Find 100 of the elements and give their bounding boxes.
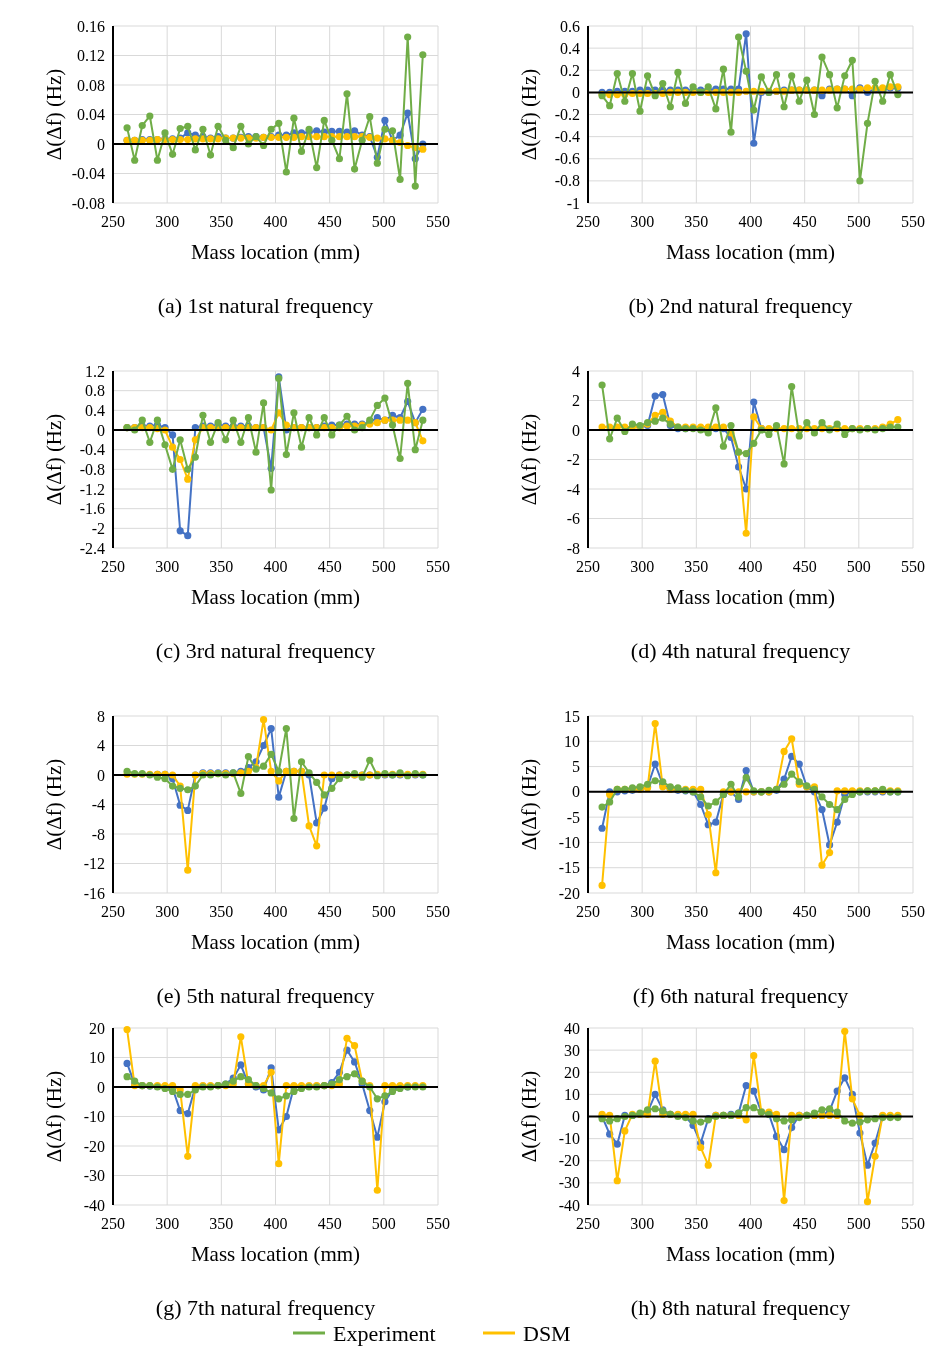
y-tick-label: -10 <box>558 1130 580 1148</box>
y-tick-label: 0.16 <box>77 17 105 35</box>
y-tick-label: -2.4 <box>79 539 105 557</box>
text: (h) 8th natural frequency <box>630 1295 851 1320</box>
x-tick-label: 500 <box>371 903 396 920</box>
y-tick-label: -1 <box>566 194 580 212</box>
legend-label: DSM <box>523 1320 571 1346</box>
x-axis-title: Mass location (mm) <box>190 1242 361 1266</box>
x-tick-label: 300 <box>630 558 655 575</box>
y-tick-label: 20 <box>89 1019 105 1037</box>
x-tick-label: 250 <box>101 558 125 575</box>
y-tick-label: -0.6 <box>554 150 580 168</box>
y-tick-label: 0.4 <box>85 401 105 419</box>
x-tick-label: 400 <box>738 558 763 575</box>
y-tick-label: -10 <box>83 1108 105 1126</box>
y-tick-label: 0.4 <box>560 39 580 57</box>
y-tick-label: -15 <box>558 859 580 877</box>
x-tick-label: 550 <box>426 903 450 920</box>
x-tick-label: 350 <box>209 213 234 230</box>
y-tick-label: 0.2 <box>560 61 580 79</box>
y-axis-title: Δ(Δf) (Hz) <box>517 68 541 161</box>
y-axis-title: Δ(Δf) (Hz) <box>517 758 541 851</box>
y-tick-label: -2 <box>566 451 580 469</box>
x-tick-label: 300 <box>155 558 180 575</box>
y-axis-title: Δ(Δf) (Hz) <box>42 1070 66 1163</box>
x-tick-label: 400 <box>263 558 288 575</box>
y-tick-label: -0.8 <box>79 460 105 478</box>
x-tick-label: 500 <box>371 558 396 575</box>
y-tick-label: 2 <box>572 392 580 410</box>
y-tick-label: 10 <box>564 1085 580 1103</box>
y-tick-label: -0.4 <box>79 441 105 459</box>
y-tick-label: 15 <box>564 707 580 725</box>
text: (d) 4th natural frequency <box>630 638 851 663</box>
y-tick-label: 0 <box>97 1078 105 1096</box>
x-tick-label: 350 <box>684 1215 709 1232</box>
y-tick-label: -20 <box>558 1152 580 1170</box>
y-tick-label: -1.2 <box>79 480 105 498</box>
x-tick-label: 250 <box>576 1215 600 1232</box>
x-tick-label: 250 <box>101 1215 125 1232</box>
text: (a) 1st natural frequency <box>157 293 374 318</box>
x-tick-label: 550 <box>426 558 450 575</box>
x-tick-label: 450 <box>317 213 342 230</box>
y-tick-label: 0 <box>572 83 580 101</box>
x-tick-label: 450 <box>317 903 342 920</box>
x-tick-label: 450 <box>317 1215 342 1232</box>
y-tick-label: 8 <box>97 707 105 725</box>
x-axis-title: Mass location (mm) <box>190 930 361 954</box>
x-tick-label: 400 <box>738 213 763 230</box>
x-tick-label: 450 <box>792 1215 817 1232</box>
y-tick-label: 20 <box>564 1063 580 1081</box>
y-tick-label: 30 <box>564 1041 580 1059</box>
x-tick-label: 450 <box>317 558 342 575</box>
y-tick-label: -8 <box>566 539 580 557</box>
x-tick-label: 400 <box>738 903 763 920</box>
x-tick-label: 350 <box>209 903 234 920</box>
y-tick-label: 0.12 <box>77 47 105 65</box>
y-tick-label: 0.8 <box>85 382 105 400</box>
y-tick-label: -12 <box>83 855 105 873</box>
x-tick-label: 250 <box>576 558 600 575</box>
y-tick-label: 0 <box>572 1108 580 1126</box>
x-axis-title: Mass location (mm) <box>665 930 836 954</box>
x-axis-title: Mass location (mm) <box>190 585 361 609</box>
y-tick-label: -8 <box>91 825 105 843</box>
y-tick-label: -20 <box>83 1137 105 1155</box>
y-tick-label: -30 <box>558 1174 580 1192</box>
y-tick-label: 5 <box>572 758 580 776</box>
x-tick-label: 300 <box>155 1215 180 1232</box>
y-tick-label: 10 <box>89 1049 105 1067</box>
y-tick-label: -6 <box>566 510 580 528</box>
x-tick-label: 350 <box>684 213 709 230</box>
y-tick-label: -5 <box>566 808 580 826</box>
y-tick-label: -4 <box>91 796 105 814</box>
x-tick-label: 400 <box>738 1215 763 1232</box>
text: (b) 2nd natural frequency <box>628 293 853 318</box>
x-tick-label: 350 <box>684 558 709 575</box>
y-axis-title: Δ(Δf) (Hz) <box>517 1070 541 1163</box>
y-tick-label: -0.4 <box>554 128 580 146</box>
x-axis-title: Mass location (mm) <box>190 240 361 264</box>
x-axis-title: Mass location (mm) <box>665 585 836 609</box>
y-tick-label: 40 <box>564 1019 580 1037</box>
x-tick-label: 300 <box>630 213 655 230</box>
text: (e) 5th natural frequency <box>156 983 375 1008</box>
y-tick-label: -0.08 <box>71 194 105 212</box>
text: (c) 3rd natural frequency <box>155 638 376 663</box>
y-tick-label: 0 <box>572 783 580 801</box>
y-tick-label: -40 <box>83 1196 105 1214</box>
x-tick-label: 550 <box>901 213 925 230</box>
y-tick-label: -0.8 <box>554 172 580 190</box>
text: (g) 7th natural frequency <box>155 1295 376 1320</box>
x-tick-label: 400 <box>263 1215 288 1232</box>
x-tick-label: 350 <box>209 1215 234 1232</box>
x-tick-label: 550 <box>901 903 925 920</box>
y-tick-label: 0.6 <box>560 17 580 35</box>
y-axis-title: Δ(Δf) (Hz) <box>42 413 66 506</box>
x-tick-label: 550 <box>426 1215 450 1232</box>
y-tick-label: 0 <box>97 766 105 784</box>
y-tick-label: 4 <box>572 362 580 380</box>
y-axis-title: Δ(Δf) (Hz) <box>517 413 541 506</box>
x-tick-label: 550 <box>901 558 925 575</box>
y-tick-label: -10 <box>558 834 580 852</box>
